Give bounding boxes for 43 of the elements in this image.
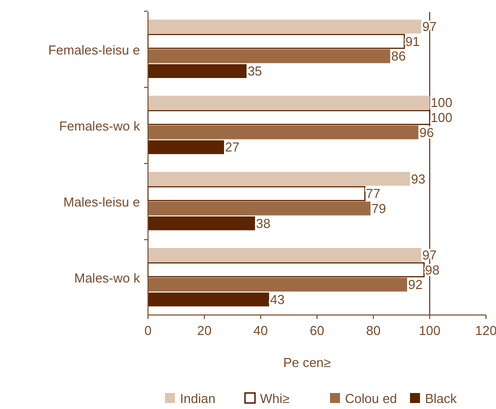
x-tick-label: 100 xyxy=(418,323,441,338)
y-tick-label: Females-leisu e xyxy=(48,42,140,58)
bar xyxy=(148,278,408,292)
bar xyxy=(148,64,247,78)
bar xyxy=(148,140,224,154)
legend-label: Indian xyxy=(180,391,216,406)
bar xyxy=(148,172,410,186)
data-label: 77 xyxy=(366,186,380,202)
data-label: 38 xyxy=(256,216,270,231)
bar xyxy=(147,186,366,202)
y-tick-label: Males-leisu e xyxy=(63,194,140,210)
bar xyxy=(148,202,371,216)
x-tick-label: 80 xyxy=(366,323,381,338)
data-label: 79 xyxy=(372,200,386,216)
bar xyxy=(147,34,405,49)
data-label: 100 xyxy=(430,95,452,110)
data-label: 43 xyxy=(270,292,285,307)
legend-label: Black xyxy=(425,391,458,406)
x-tick-label: 60 xyxy=(310,323,324,338)
bar xyxy=(148,96,430,110)
data-label: 91 xyxy=(405,34,420,49)
data-label: 92 xyxy=(408,277,423,292)
x-tick-label: 40 xyxy=(253,323,268,338)
bar xyxy=(148,20,422,34)
data-label: 93 xyxy=(410,171,426,186)
data-label: 35 xyxy=(248,64,262,79)
legend-label: Whi≥ xyxy=(260,391,290,406)
bar xyxy=(148,216,256,230)
data-label: 100 xyxy=(430,110,452,126)
x-tick-label: 20 xyxy=(197,323,212,338)
x-tick-label: 120 xyxy=(475,323,496,338)
legend-label: Colou ed xyxy=(345,391,398,406)
bar xyxy=(148,248,422,262)
y-tick-label: Males-wo k xyxy=(74,270,140,286)
bar xyxy=(148,49,390,64)
bar xyxy=(148,292,270,306)
x-axis-title: Pe cen≥ xyxy=(283,355,331,370)
data-label: 27 xyxy=(225,140,240,155)
data-label: 86 xyxy=(391,48,406,64)
y-tick-label: Females-wo k xyxy=(59,118,140,134)
bar xyxy=(148,125,418,140)
bar xyxy=(147,262,425,278)
x-tick-label: 0 xyxy=(144,323,152,338)
